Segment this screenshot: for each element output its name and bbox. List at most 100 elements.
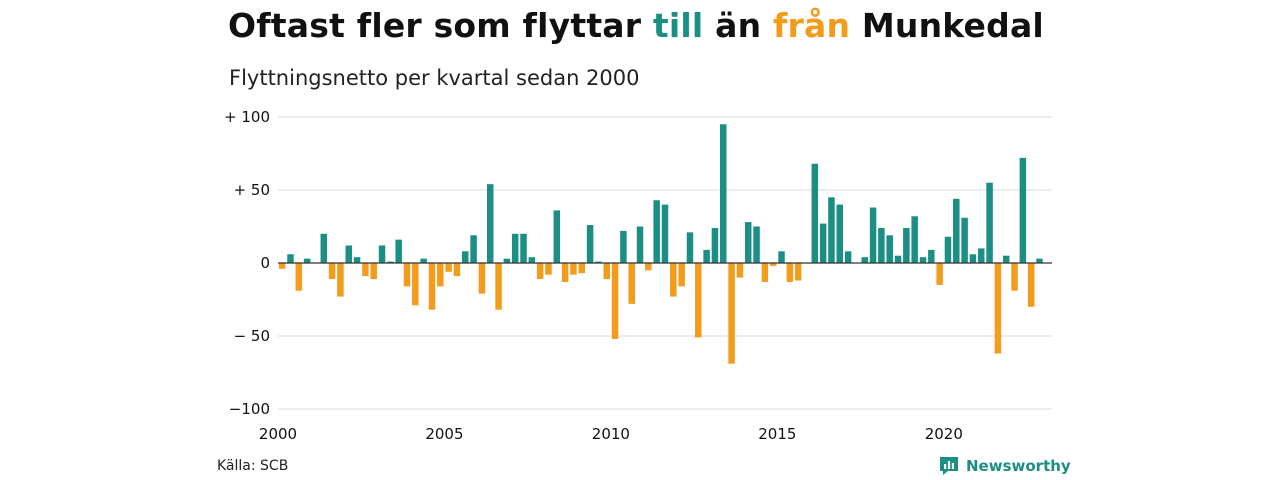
bar [486, 184, 494, 263]
bar [462, 251, 469, 263]
bar [1002, 255, 1010, 263]
bar [553, 210, 561, 263]
bar [1019, 157, 1027, 263]
bar [836, 204, 844, 263]
x-tick-label: 2015 [758, 425, 796, 443]
bar [528, 257, 536, 263]
gridlines [278, 116, 1052, 410]
bar [1036, 258, 1043, 263]
bar [362, 263, 369, 277]
bar [295, 263, 303, 291]
bar [661, 204, 669, 263]
bar [894, 255, 902, 263]
bar [786, 263, 794, 282]
bar [903, 227, 910, 263]
bar [636, 226, 644, 263]
bar [811, 163, 819, 263]
y-tick-label: − 50 [234, 327, 270, 345]
bar [1011, 263, 1018, 291]
bar [978, 248, 985, 263]
bar [886, 235, 893, 263]
bar [861, 257, 868, 263]
bar [437, 263, 444, 287]
bar [736, 263, 744, 278]
bar [944, 236, 952, 263]
bar [778, 251, 785, 263]
bar [520, 233, 527, 263]
bar [603, 263, 610, 280]
y-tick-label: + 100 [224, 108, 270, 126]
bar [495, 263, 502, 310]
bar [869, 207, 877, 263]
bar [911, 216, 918, 263]
bar [794, 263, 802, 281]
x-tick-label: 2000 [259, 425, 297, 443]
bar [711, 227, 719, 263]
bar [703, 249, 710, 263]
bar [287, 254, 294, 263]
bar [420, 258, 427, 263]
bar [969, 254, 977, 263]
bar [761, 263, 769, 282]
bar [453, 263, 461, 277]
bar [645, 263, 652, 271]
bar [478, 263, 486, 294]
chart-subtitle: Flyttningsnetto per kvartal sedan 2000 [229, 66, 640, 90]
bar [545, 263, 552, 275]
title-part-2: än [703, 6, 773, 45]
bar [936, 263, 943, 285]
bar [570, 263, 577, 275]
source-note: Källa: SCB [217, 458, 289, 474]
title-part-3: Munkedal [850, 6, 1044, 45]
bar [653, 200, 660, 263]
bar [278, 263, 286, 269]
title-highlight-fran: från [772, 6, 851, 45]
bar [928, 249, 935, 263]
bar [686, 232, 694, 263]
bar [412, 263, 419, 306]
bar [503, 258, 511, 263]
title-part-1: Oftast fler som flyttar [228, 6, 653, 45]
bar [595, 261, 602, 263]
bar [628, 263, 635, 304]
bar [320, 233, 328, 263]
brand-logo: Newsworthy [938, 455, 1071, 477]
bar [470, 235, 477, 263]
chart-title: Oftast fler som flyttar till än från Mun… [228, 6, 1044, 45]
newsworthy-logo-icon [940, 457, 958, 475]
x-tick-label: 2020 [925, 425, 963, 443]
bar [345, 245, 352, 263]
bar [511, 233, 519, 263]
bar [1027, 263, 1035, 307]
bar [370, 263, 377, 280]
bar [695, 263, 702, 338]
bar [878, 227, 885, 263]
bar [611, 263, 619, 339]
bar [337, 263, 344, 297]
bar [586, 225, 594, 263]
bar [769, 263, 777, 266]
y-tick-label: 0 [260, 254, 270, 272]
bar [720, 124, 727, 263]
bar [986, 182, 993, 263]
bar [403, 263, 411, 287]
bar [620, 230, 627, 263]
bar [328, 263, 336, 280]
bar [303, 258, 311, 263]
bar [819, 223, 827, 263]
bars [278, 124, 1043, 364]
y-tick-label: + 50 [234, 181, 270, 199]
bar [378, 245, 386, 263]
bar [670, 263, 677, 297]
bar [961, 217, 968, 263]
bar [428, 263, 436, 310]
bar [728, 263, 735, 364]
bar [561, 263, 569, 282]
bar [395, 239, 402, 263]
bar [536, 263, 544, 280]
bar [678, 263, 685, 287]
bar [828, 197, 835, 263]
bar [578, 263, 586, 274]
x-tick-label: 2005 [425, 425, 463, 443]
